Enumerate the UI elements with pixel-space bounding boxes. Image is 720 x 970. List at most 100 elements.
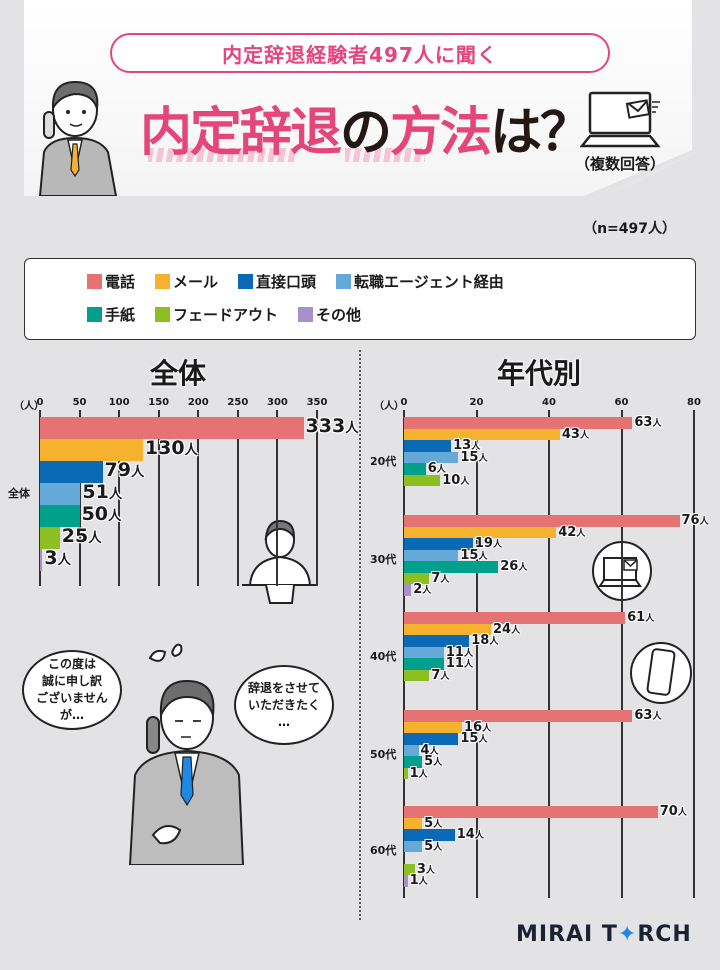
bar-40代-直接口頭 bbox=[404, 635, 470, 647]
bar-60代-電話 bbox=[404, 806, 658, 818]
gridline bbox=[620, 410, 623, 898]
axis-tick-label: 0 bbox=[36, 397, 44, 408]
bar-60代-転職エージェント経由 bbox=[404, 840, 423, 852]
bar-value-label: 3人 bbox=[416, 861, 436, 877]
age-group-label: 60代 bbox=[370, 844, 397, 857]
person-with-letter-illustration bbox=[242, 519, 318, 604]
bar-value-label: 25人 bbox=[61, 525, 102, 547]
bar-value-label: 11人 bbox=[445, 656, 474, 671]
bar-value-label: 5人 bbox=[424, 815, 443, 831]
legend-label: メール bbox=[173, 273, 219, 291]
bar-転職エージェント経由 bbox=[40, 483, 81, 505]
bar-value-label: 26人 bbox=[500, 559, 528, 574]
bar-value-label: 14人 bbox=[456, 827, 484, 842]
legend-item-agent: 転職エージェント経由 bbox=[336, 271, 504, 292]
overall-chart-title: 全体 bbox=[150, 357, 207, 390]
axis-tick-label: 150 bbox=[148, 397, 170, 408]
laptop-mail-icon bbox=[580, 91, 661, 148]
title-part: 方法 bbox=[390, 103, 492, 163]
legend-swatch bbox=[238, 274, 254, 289]
legend-item-other: その他 bbox=[298, 304, 361, 325]
page-title: 内定辞退の方法は？ bbox=[140, 90, 592, 165]
axis-tick-label: 0 bbox=[400, 397, 408, 408]
legend-label: 手紙 bbox=[105, 306, 136, 324]
bar-value-label: 7人 bbox=[431, 667, 450, 683]
bar-30代-電話 bbox=[404, 515, 680, 527]
bar-value-label: 16人 bbox=[464, 719, 492, 735]
legend-swatch bbox=[87, 307, 102, 322]
age-group-label: 50代 bbox=[370, 748, 397, 761]
title-part: の bbox=[340, 103, 392, 163]
bar-value-label: 2人 bbox=[413, 582, 432, 597]
axis-tick-label: 200 bbox=[187, 397, 209, 408]
bar-60代-その他 bbox=[404, 875, 408, 887]
axis-tick-label: 300 bbox=[266, 397, 288, 408]
bar-20代-転職エージェント経由 bbox=[404, 451, 459, 463]
header-card bbox=[24, 0, 692, 196]
legend-label: 直接口頭 bbox=[256, 273, 317, 291]
legend-label: フェードアウト bbox=[173, 306, 279, 324]
bar-40代-メール bbox=[404, 623, 491, 635]
bar-30代-転職エージェント経由 bbox=[404, 549, 459, 561]
legend-item-in-person: 直接口頭 bbox=[238, 271, 316, 292]
torch-flame-icon: ✦ bbox=[617, 922, 638, 947]
bar-value-label: 3人 bbox=[44, 547, 71, 569]
bar-value-label: 13人 bbox=[453, 438, 481, 453]
bar-50代-転職エージェント経由 bbox=[404, 744, 419, 756]
bar-40代-電話 bbox=[404, 612, 626, 624]
legend-swatch bbox=[155, 274, 171, 289]
bar-value-label: 19人 bbox=[474, 536, 503, 551]
bar-60代-直接口頭 bbox=[404, 829, 455, 841]
axis-unit-label: （人） bbox=[374, 401, 404, 412]
bar-value-label: 15人 bbox=[460, 731, 488, 746]
axis-tick-label: 100 bbox=[108, 397, 130, 408]
legend-swatch bbox=[336, 274, 352, 289]
axis-tick-label: 50 bbox=[72, 397, 87, 408]
gridline bbox=[197, 410, 200, 586]
bar-メール bbox=[40, 439, 143, 461]
age-group-label: 20代 bbox=[370, 455, 397, 468]
chart-legend: 電話 メール 直接口頭 転職エージェント経由 手紙 フェードアウト その他 bbox=[24, 258, 696, 340]
age-group-label: 40代 bbox=[370, 650, 397, 663]
bar-value-label: 76人 bbox=[681, 513, 709, 528]
bar-value-label: 79人 bbox=[104, 459, 145, 481]
gridline bbox=[316, 410, 318, 586]
bar-value-label: 63人 bbox=[634, 415, 662, 430]
bar-value-label: 24人 bbox=[493, 621, 521, 637]
bar-value-label: 43人 bbox=[561, 426, 590, 442]
bar-20代-電話 bbox=[404, 417, 633, 429]
logo-text: RCH bbox=[637, 922, 692, 947]
bar-value-label: 5人 bbox=[424, 838, 443, 854]
legend-item-phone: 電話 bbox=[87, 271, 135, 292]
gridline bbox=[475, 410, 478, 898]
bar-value-label: 61人 bbox=[627, 610, 655, 625]
axis-tick-label: 80 bbox=[687, 397, 701, 408]
bar-その他 bbox=[40, 549, 43, 571]
bar-20代-メール bbox=[404, 428, 560, 440]
bar-30代-手紙 bbox=[404, 561, 499, 573]
bar-50代-直接口頭 bbox=[404, 733, 459, 745]
bar-value-label: 4人 bbox=[420, 742, 439, 758]
legend-swatch bbox=[298, 307, 314, 322]
bar-value-label: 1人 bbox=[409, 765, 428, 781]
gridline bbox=[693, 410, 695, 898]
title-underline bbox=[345, 148, 425, 162]
logo-text: MIRAI T bbox=[516, 922, 618, 947]
speech-bubble-decline: 辞退をさせて いただきたく … bbox=[234, 665, 334, 745]
sweat-drops-icon bbox=[148, 643, 183, 662]
bar-電話 bbox=[40, 417, 304, 439]
gridline bbox=[276, 410, 279, 586]
gridline bbox=[236, 410, 239, 586]
axis-tick-label: 60 bbox=[614, 397, 629, 408]
axis-tick-label: 40 bbox=[542, 397, 556, 408]
bar-20代-手紙 bbox=[404, 463, 426, 475]
bar-40代-手紙 bbox=[404, 658, 444, 670]
bar-value-label: 1人 bbox=[409, 873, 428, 888]
bar-30代-直接口頭 bbox=[404, 538, 473, 550]
axis-tick-label: 250 bbox=[227, 397, 249, 408]
bar-value-label: 130人 bbox=[144, 437, 198, 459]
age-group-label: 30代 bbox=[370, 553, 397, 566]
bar-value-label: 11人 bbox=[445, 644, 474, 660]
bar-フェードアウト bbox=[40, 527, 60, 549]
bar-value-label: 333人 bbox=[305, 415, 359, 437]
